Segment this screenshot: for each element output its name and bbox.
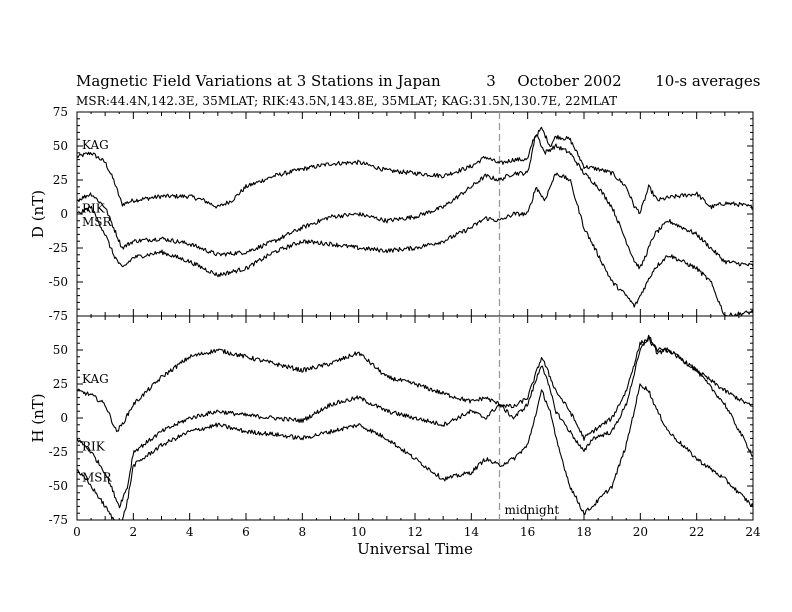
title-averaging: 10-s averages: [655, 72, 761, 90]
series-label-kag: KAG: [82, 372, 109, 386]
y-tick-label: 0: [60, 411, 68, 425]
x-tick-label: 10: [351, 525, 366, 539]
y-tick-label: -25: [49, 241, 68, 255]
title-date: October 2002: [517, 72, 622, 90]
series-line-msr-top: [76, 172, 754, 317]
y-tick-label: 0: [60, 207, 68, 221]
series-label-rik: RIK: [82, 201, 106, 215]
panel-frame-top: [76, 111, 754, 317]
x-tick-label: 2: [130, 525, 138, 539]
y-tick-label: -50: [49, 479, 68, 493]
y-tick-label: -75: [49, 309, 68, 323]
x-tick-label: 14: [464, 525, 480, 539]
x-tick-label: 20: [633, 525, 648, 539]
y-tick-label: -50: [49, 275, 68, 289]
series-label-kag: KAG: [82, 138, 109, 152]
chart-title: Magnetic Field Variations at 3 Stations …: [76, 72, 760, 90]
x-tick-label: 4: [186, 525, 194, 539]
series-line-msr-bottom: [76, 383, 754, 521]
station-subtitle: MSR:44.4N,142.3E, 35MLAT; RIK:43.5N,143.…: [76, 94, 618, 108]
x-tick-label: 16: [520, 525, 535, 539]
series-line-rik-top: [76, 134, 754, 270]
x-tick-label: 18: [576, 525, 591, 539]
y-tick-label: 25: [53, 173, 68, 187]
y-axis-label: H (nT): [29, 393, 47, 442]
series-label-msr: MSR: [82, 215, 113, 229]
y-tick-label: -75: [49, 513, 68, 527]
x-tick-label: 24: [745, 525, 761, 539]
series-label-msr: MSR: [82, 471, 113, 485]
y-tick-label: -25: [49, 445, 68, 459]
y-tick-label: 75: [53, 105, 68, 119]
series-line-kag-top: [76, 126, 754, 215]
series-line-rik-bottom: [76, 334, 754, 509]
series-label-rik: RIK: [82, 439, 106, 453]
x-tick-label: 22: [689, 525, 704, 539]
y-tick-label: 50: [53, 343, 68, 357]
title-text: Magnetic Field Variations at 3 Stations …: [76, 72, 441, 90]
y-axis-label: D (nT): [29, 190, 47, 238]
x-tick-label: 0: [73, 525, 81, 539]
midnight-annotation: midnight: [505, 503, 560, 517]
x-tick-label: 8: [299, 525, 307, 539]
title-date-day: 3: [486, 72, 496, 90]
x-tick-label: 12: [407, 525, 422, 539]
y-tick-label: 25: [53, 377, 68, 391]
series-line-kag-bottom: [76, 336, 754, 441]
y-tick-label: 50: [53, 139, 68, 153]
x-tick-label: 6: [242, 525, 250, 539]
x-axis-label: Universal Time: [357, 540, 473, 558]
